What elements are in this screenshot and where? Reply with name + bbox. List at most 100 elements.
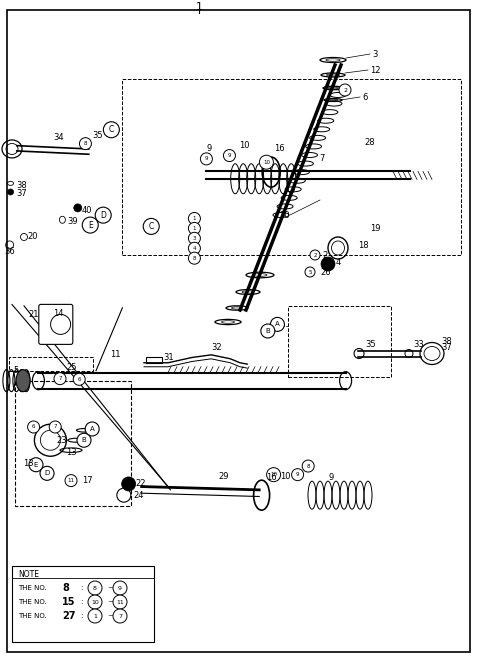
Text: 11: 11 [68,478,74,483]
FancyBboxPatch shape [39,305,73,344]
Circle shape [189,252,201,264]
Text: D: D [100,211,106,220]
Circle shape [189,222,201,234]
Text: 25: 25 [66,363,77,372]
Circle shape [40,466,54,481]
Text: 23: 23 [57,436,67,445]
Text: 11: 11 [110,350,120,359]
Circle shape [292,469,304,481]
Text: 9: 9 [329,473,334,483]
Text: 8: 8 [93,585,97,591]
Text: 39: 39 [67,217,78,226]
Text: 2: 2 [313,252,317,258]
Text: 5: 5 [308,269,312,275]
Text: 19: 19 [370,224,381,232]
Text: 10: 10 [239,141,250,150]
Circle shape [261,324,275,338]
Text: D: D [45,470,49,477]
Text: :: : [80,585,83,591]
Text: 13: 13 [66,448,77,457]
Circle shape [74,204,82,212]
Text: 16: 16 [266,473,277,483]
Text: 33: 33 [414,340,424,350]
Text: 35: 35 [92,131,103,140]
Text: 40: 40 [82,206,92,215]
Circle shape [54,373,66,385]
Text: 37: 37 [16,189,26,198]
Text: 21: 21 [29,310,39,319]
Circle shape [65,475,77,487]
Text: 4: 4 [192,246,196,251]
Text: 18: 18 [358,240,369,250]
Text: 3: 3 [372,50,377,58]
Text: 10: 10 [263,160,270,165]
Text: 4: 4 [336,258,341,267]
Text: ~: ~ [107,585,113,591]
Text: 8: 8 [62,583,69,593]
Text: 31: 31 [163,353,174,362]
Ellipse shape [16,369,30,392]
Text: 1: 1 [192,216,196,221]
Circle shape [8,189,13,195]
Text: 27: 27 [62,611,75,621]
Text: 22: 22 [136,479,146,489]
Text: 13: 13 [23,459,34,468]
Text: 35: 35 [366,340,376,349]
Text: 7: 7 [58,376,62,381]
Text: 15: 15 [62,597,75,607]
Text: THE NO.: THE NO. [18,599,47,605]
Text: 14: 14 [53,308,63,318]
Circle shape [77,433,91,448]
Circle shape [82,217,98,233]
Text: 12: 12 [370,66,381,75]
Circle shape [73,373,85,385]
Text: A: A [90,426,95,432]
Text: 7: 7 [118,614,122,618]
Circle shape [339,84,351,96]
Circle shape [266,467,281,482]
Circle shape [80,138,92,150]
Text: 1: 1 [93,614,97,618]
Text: 8: 8 [192,256,196,261]
Circle shape [113,581,127,595]
Text: 16: 16 [274,144,284,154]
Circle shape [29,457,43,472]
Bar [12,566,154,642]
Circle shape [85,422,99,436]
Text: 17: 17 [82,476,92,485]
Circle shape [305,267,315,277]
Circle shape [224,150,236,162]
Text: 8: 8 [306,463,310,469]
Text: 9: 9 [206,144,212,154]
Circle shape [302,460,314,472]
Circle shape [49,421,61,433]
Text: E: E [88,220,93,230]
Text: 20: 20 [28,232,38,242]
Circle shape [259,155,274,169]
Text: 1: 1 [192,226,196,231]
Text: 9: 9 [118,585,122,591]
Circle shape [88,609,102,623]
Text: ~: ~ [107,613,113,619]
Text: 8: 8 [84,141,87,146]
Text: 6: 6 [32,424,36,430]
Text: :: : [80,599,83,605]
Text: 36: 36 [4,247,14,256]
Circle shape [103,122,120,138]
Circle shape [113,609,127,623]
Text: 10: 10 [280,472,290,481]
Text: 6: 6 [77,377,81,382]
Text: THE NO.: THE NO. [18,613,47,619]
Text: 1: 1 [196,2,203,12]
Text: C: C [109,125,114,134]
Text: 28: 28 [365,138,375,147]
Text: 24: 24 [133,491,144,500]
Text: 2: 2 [343,87,347,93]
Text: THE NO.: THE NO. [18,585,47,591]
Text: 9: 9 [228,153,231,158]
Text: 7: 7 [319,154,324,164]
Circle shape [270,317,285,332]
Text: 29: 29 [218,472,229,481]
Text: 10: 10 [270,472,277,477]
Text: 2: 2 [322,250,327,260]
